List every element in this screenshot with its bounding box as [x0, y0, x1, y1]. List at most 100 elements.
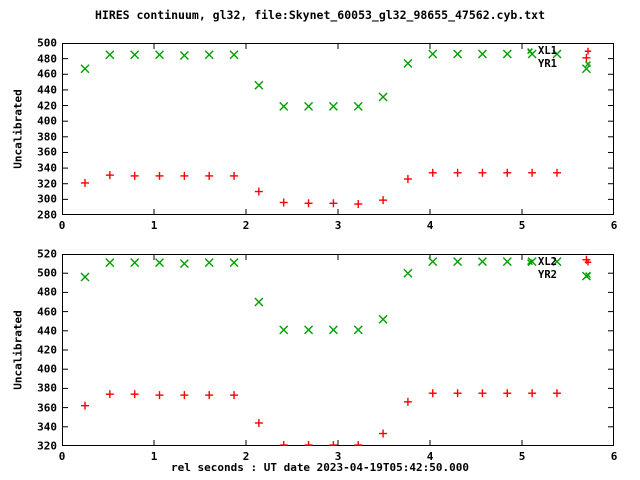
data-point-XL1: [130, 171, 139, 180]
y-axis-tick-label: 360: [37, 145, 57, 159]
x-axis-tick-label: 3: [334, 450, 342, 463]
data-point-XL2: [354, 441, 363, 446]
data-point-XL1: [304, 199, 313, 208]
y-axis-tick-label: 280: [37, 208, 57, 222]
data-point-YR1: [155, 50, 165, 60]
data-point-YR1: [581, 64, 591, 74]
data-point-XL2: [329, 441, 338, 446]
data-point-YR2: [428, 257, 438, 267]
data-point-XL2: [453, 389, 462, 398]
data-point-YR1: [502, 49, 512, 59]
chart-panel-bottom: × XL2 + YR2 ×: [62, 254, 614, 446]
y-axis-tick-label: 420: [37, 343, 57, 357]
data-point-YR1: [229, 50, 239, 60]
data-point-YR1: [279, 101, 289, 111]
data-point-XL2: [379, 429, 388, 438]
data-point-YR2: [453, 257, 463, 267]
x-axis-tick-label: 6: [610, 219, 618, 232]
y-axis-tick-label: 440: [37, 83, 57, 97]
data-point-XL1: [354, 200, 363, 209]
plot-canvas-top: [62, 43, 614, 215]
x-axis-tick-label: 3: [334, 219, 342, 232]
y-axis-tick-label: 400: [37, 114, 57, 128]
data-point-XL1: [81, 178, 89, 187]
y-axis-label-top: Uncalibrated: [11, 89, 25, 169]
data-point-XL2: [254, 418, 263, 427]
x-axis-tick-label: 5: [518, 219, 526, 232]
data-point-XL1: [528, 168, 537, 177]
y-axis-tick-label: 320: [37, 177, 57, 191]
y-axis-tick-label: 320: [37, 439, 57, 453]
data-point-XL1: [105, 171, 114, 180]
data-point-YR2: [378, 314, 388, 324]
data-point-YR1: [403, 58, 413, 68]
y-axis-tick-label: 400: [37, 362, 57, 376]
data-point-YR2: [130, 258, 140, 268]
y-axis-tick-label: 480: [37, 52, 57, 66]
y-axis-tick-label: 340: [37, 161, 57, 175]
x-axis-label: rel seconds : UT date 2023-04-19T05:42:5…: [170, 461, 469, 474]
plot-canvas-bottom: [62, 254, 614, 446]
data-point-YR1: [353, 101, 363, 111]
data-point-YR1: [254, 80, 264, 90]
data-point-YR2: [229, 258, 239, 268]
y-axis-tick-label: 380: [37, 130, 57, 144]
page-title: HIRES continuum, gl32, file:Skynet_60053…: [94, 8, 546, 22]
data-point-YR1: [453, 49, 463, 59]
y-axis-tick-label: 300: [37, 192, 57, 206]
y-axis-tick-label: 500: [37, 266, 57, 280]
data-point-YR1: [179, 51, 189, 61]
data-point-YR1: [552, 49, 562, 59]
x-axis-tick-label: 4: [426, 219, 434, 232]
y-axis-tick-label: 360: [37, 401, 57, 415]
data-point-XL2: [428, 389, 437, 398]
legend-marker-icon: ×: [584, 268, 592, 282]
data-point-XL2: [205, 391, 214, 400]
data-point-YR1: [328, 101, 338, 111]
data-point-YR1: [428, 49, 438, 59]
data-point-XL1: [582, 53, 591, 62]
data-point-YR2: [477, 257, 487, 267]
legend-marker-icon: +: [584, 255, 592, 269]
data-point-XL1: [155, 171, 164, 180]
x-axis-tick-label: 1: [150, 219, 158, 232]
data-point-YR1: [105, 50, 115, 60]
data-point-XL2: [403, 397, 412, 406]
data-point-XL2: [552, 389, 561, 398]
data-point-YR2: [552, 257, 562, 267]
y-axis-tick-label: 380: [37, 381, 57, 395]
legend-marker-icon: +: [584, 44, 592, 58]
x-axis-tick-label: 2: [242, 450, 250, 463]
data-point-XL2: [304, 441, 313, 446]
data-point-XL2: [130, 390, 139, 399]
y-axis-tick-label: 420: [37, 99, 57, 113]
data-point-YR2: [155, 258, 165, 268]
data-point-XL1: [403, 175, 412, 184]
data-point-YR2: [304, 325, 314, 335]
data-point-XL2: [155, 391, 164, 400]
data-point-XL2: [279, 441, 288, 446]
data-point-XL1: [478, 168, 487, 177]
data-point-YR2: [80, 272, 90, 282]
data-point-XL1: [428, 168, 437, 177]
y-axis-label-bottom: Uncalibrated: [11, 310, 25, 390]
data-point-XL1: [230, 171, 239, 180]
data-point-YR2: [279, 325, 289, 335]
data-point-XL1: [329, 199, 338, 208]
x-axis-tick-label: 0: [58, 219, 66, 232]
legend-label: YR1: [538, 58, 557, 70]
data-point-YR1: [304, 101, 314, 111]
data-point-YR2: [527, 257, 537, 267]
y-axis-tick-label: 440: [37, 324, 57, 338]
data-point-YR2: [328, 325, 338, 335]
y-axis-tick-label: 460: [37, 67, 57, 81]
data-point-XL1: [453, 168, 462, 177]
data-point-YR2: [254, 297, 264, 307]
x-axis-tick-label: 6: [610, 450, 618, 463]
data-point-XL1: [180, 171, 189, 180]
data-point-XL1: [379, 196, 388, 205]
legend-label: XL1: [538, 45, 557, 57]
data-point-YR1: [130, 50, 140, 60]
data-point-XL2: [81, 401, 89, 410]
